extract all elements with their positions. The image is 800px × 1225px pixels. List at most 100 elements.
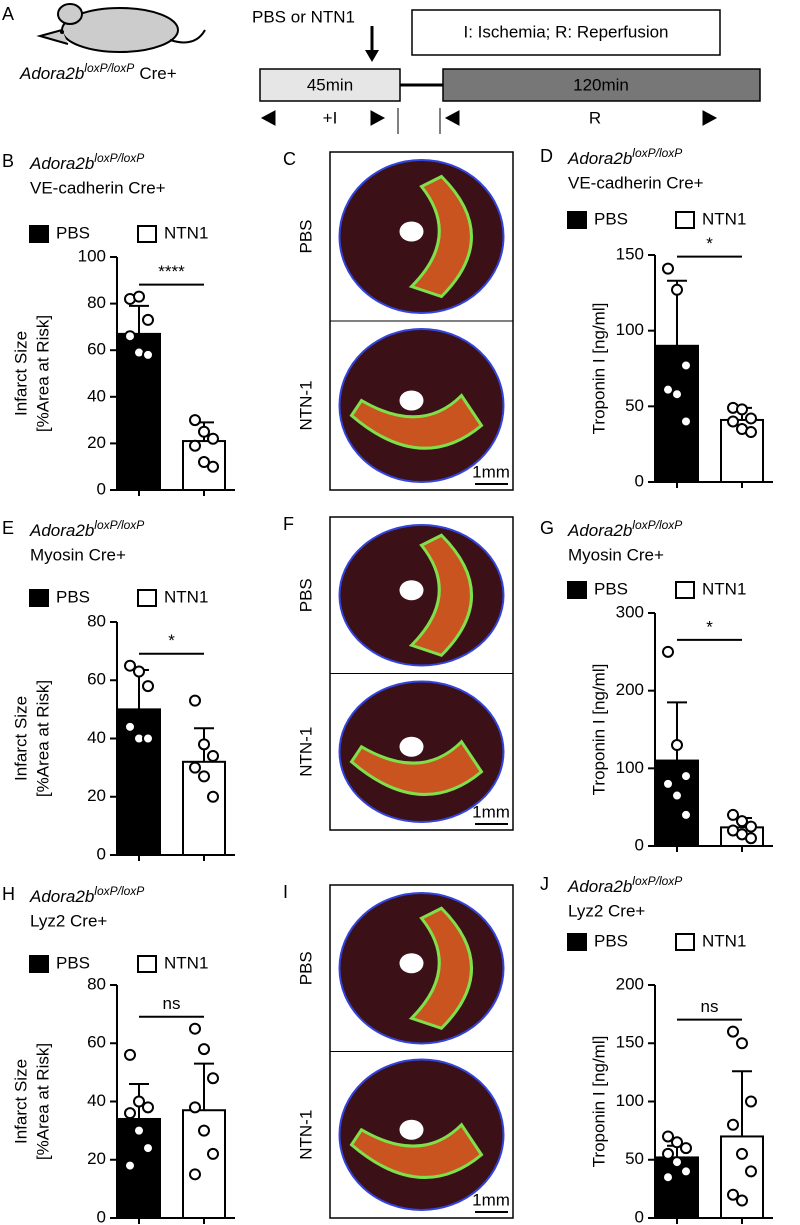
data-point (198, 425, 210, 438)
data-point (671, 283, 683, 296)
y-tick-label: 150 (616, 244, 644, 263)
significance-label: ns (163, 994, 181, 1013)
y-tick-label: 0 (97, 844, 106, 863)
legend-swatch (137, 955, 157, 973)
chart-title: Adora2bloxP/loxP (567, 874, 682, 896)
reperfusion-bar (442, 68, 761, 102)
y-tick-label: 150 (616, 1033, 644, 1052)
chart-subtitle: VE-cadherin Cre+ (568, 173, 704, 192)
y-tick-label: 0 (635, 471, 644, 490)
infarct-area (349, 1122, 484, 1179)
data-point (189, 414, 201, 427)
data-point (680, 808, 692, 821)
y-tick-label: 60 (87, 670, 106, 689)
lumen (399, 221, 424, 242)
y-tick-label: 200 (616, 680, 644, 699)
data-point (124, 720, 136, 733)
legend-label: NTN1 (702, 579, 746, 598)
y-tick-label: 100 (616, 758, 644, 777)
protocol-legend: I: Ischemia; R: Reperfusion (463, 22, 668, 41)
legend-swatch (567, 933, 587, 951)
data-point (207, 460, 219, 473)
title-gene: Adora2b (567, 521, 632, 540)
title-gene: Adora2b (567, 877, 632, 896)
y-tick-label: 80 (87, 293, 106, 312)
y-tick-label: 60 (87, 1033, 106, 1052)
arrow-head (365, 50, 379, 62)
legend-swatch (567, 581, 587, 599)
data-point (680, 1142, 692, 1155)
y-axis-label: Infarct Size (11, 696, 30, 781)
y-tick-label: 0 (97, 1207, 106, 1225)
data-point (142, 1101, 154, 1114)
legend-label: NTN1 (702, 209, 746, 228)
data-point (189, 1101, 201, 1114)
panel-letter: A (2, 4, 14, 24)
data-point (736, 403, 748, 416)
genotype: Adora2bloxP/loxP Cre+ (19, 61, 177, 83)
y-axis-label: Troponin I [ng/ml] (589, 303, 608, 435)
title-sup: loxP/loxP (94, 884, 144, 898)
data-point (124, 330, 136, 343)
y-tick-label: 0 (635, 835, 644, 854)
y-tick-label: 20 (87, 1149, 106, 1168)
legend-label: PBS (594, 209, 628, 228)
legend-label: NTN1 (164, 953, 208, 972)
legend-label: PBS (56, 223, 90, 242)
chart-subtitle: Lyz2 Cre+ (30, 911, 107, 930)
scale-label: 1mm (472, 1190, 510, 1209)
data-point (198, 770, 210, 783)
panel-letter: G (540, 518, 554, 538)
panel-letter: I (283, 882, 288, 902)
data-point (662, 1171, 674, 1184)
y-axis-label: Infarct Size (11, 331, 30, 416)
data-point (142, 1142, 154, 1155)
panel-letter: D (540, 146, 553, 166)
data-point (662, 777, 674, 790)
y-tick-label: 200 (616, 974, 644, 993)
data-point (207, 1147, 219, 1160)
legend-label: PBS (594, 579, 628, 598)
timeline-arrows (260, 108, 718, 134)
y-tick-label: 80 (87, 974, 106, 993)
data-point (662, 1147, 674, 1160)
bar (117, 708, 161, 856)
data-point (142, 313, 154, 326)
mouse-icon (36, 3, 206, 53)
title-sup: loxP/loxP (632, 146, 682, 160)
y-axis-label: [%Area at Risk] (33, 315, 52, 432)
infarct-area (349, 739, 484, 796)
y-tick-label: 0 (635, 1207, 644, 1225)
error-bar (732, 1070, 752, 1137)
data-point (133, 1124, 145, 1137)
y-tick-label: 40 (87, 728, 106, 747)
lumen (399, 390, 424, 411)
y-tick-label: 100 (616, 1091, 644, 1110)
row-label: PBS (296, 951, 315, 985)
y-tick-label: 50 (625, 1149, 644, 1168)
legend-label: NTN1 (164, 587, 208, 606)
data-point (662, 262, 674, 275)
legend-label: PBS (56, 587, 90, 606)
data-point (680, 415, 692, 428)
data-point (727, 415, 739, 428)
panel-letter: H (2, 884, 15, 904)
genotype-sup: loxP/loxP (84, 61, 134, 75)
infarct-area (349, 393, 484, 450)
legend-swatch (675, 211, 695, 229)
data-point (736, 1037, 748, 1050)
y-axis-label: [%Area at Risk] (33, 680, 52, 797)
data-point (680, 359, 692, 372)
panel-letter: E (2, 518, 14, 538)
data-point (198, 738, 210, 751)
y-tick-label: 20 (87, 786, 106, 805)
genotype-suffix: Cre+ (139, 64, 176, 83)
data-point (124, 1159, 136, 1172)
data-point (133, 665, 145, 678)
legend-label: NTN1 (164, 223, 208, 242)
lumen (399, 736, 424, 757)
chart-subtitle: Myosin Cre+ (568, 545, 664, 564)
error-bar (667, 701, 687, 761)
row-label: PBS (296, 219, 315, 253)
